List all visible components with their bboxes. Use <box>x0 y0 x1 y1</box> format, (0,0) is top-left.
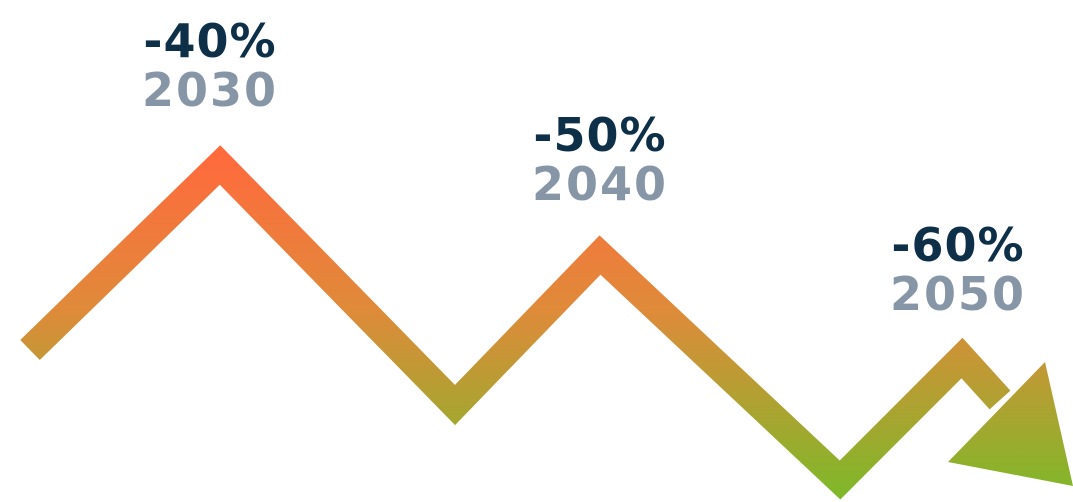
milestone-year: 2050 <box>889 267 1027 321</box>
milestone-2050: -60% 2050 <box>888 222 1028 317</box>
milestone-year: 2030 <box>141 63 279 117</box>
milestone-percent: -40% <box>143 14 277 68</box>
milestone-2030: -40% 2030 <box>140 18 280 113</box>
trend-down-arrow-icon <box>948 362 1073 486</box>
milestone-percent: -60% <box>891 218 1025 272</box>
milestone-year: 2040 <box>531 157 669 211</box>
milestone-percent: -50% <box>533 108 667 162</box>
trend-line <box>20 145 1011 500</box>
milestone-2040: -50% 2040 <box>530 112 670 207</box>
